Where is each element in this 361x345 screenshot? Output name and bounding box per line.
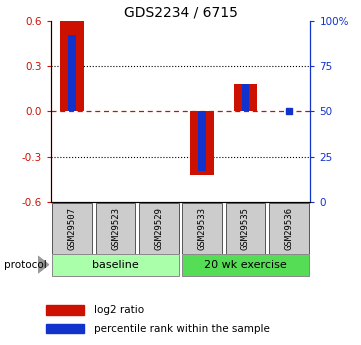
Bar — [52, 203, 92, 254]
Bar — [45, 305, 84, 315]
Bar — [182, 254, 309, 276]
Bar — [269, 203, 309, 254]
Bar — [68, 35, 76, 111]
Bar — [198, 111, 206, 171]
Bar — [45, 324, 84, 334]
Text: 20 wk exercise: 20 wk exercise — [204, 260, 287, 270]
Bar — [60, 21, 84, 111]
Bar — [242, 84, 249, 111]
Title: GDS2234 / 6715: GDS2234 / 6715 — [123, 6, 238, 20]
Text: GSM29535: GSM29535 — [241, 207, 250, 249]
Bar — [96, 203, 135, 254]
Text: protocol: protocol — [4, 260, 46, 270]
Text: GSM29529: GSM29529 — [155, 207, 163, 249]
Text: GSM29523: GSM29523 — [111, 207, 120, 249]
Text: baseline: baseline — [92, 260, 139, 270]
Text: GSM29507: GSM29507 — [68, 207, 77, 249]
Bar — [182, 203, 222, 254]
Bar — [226, 203, 265, 254]
Text: GSM29536: GSM29536 — [284, 207, 293, 249]
Polygon shape — [38, 256, 49, 273]
Bar — [234, 84, 257, 111]
Bar — [190, 111, 214, 175]
Text: GSM29533: GSM29533 — [198, 207, 206, 249]
Text: log2 ratio: log2 ratio — [93, 305, 144, 315]
Bar — [139, 203, 179, 254]
Bar — [52, 254, 179, 276]
Text: percentile rank within the sample: percentile rank within the sample — [93, 324, 269, 334]
